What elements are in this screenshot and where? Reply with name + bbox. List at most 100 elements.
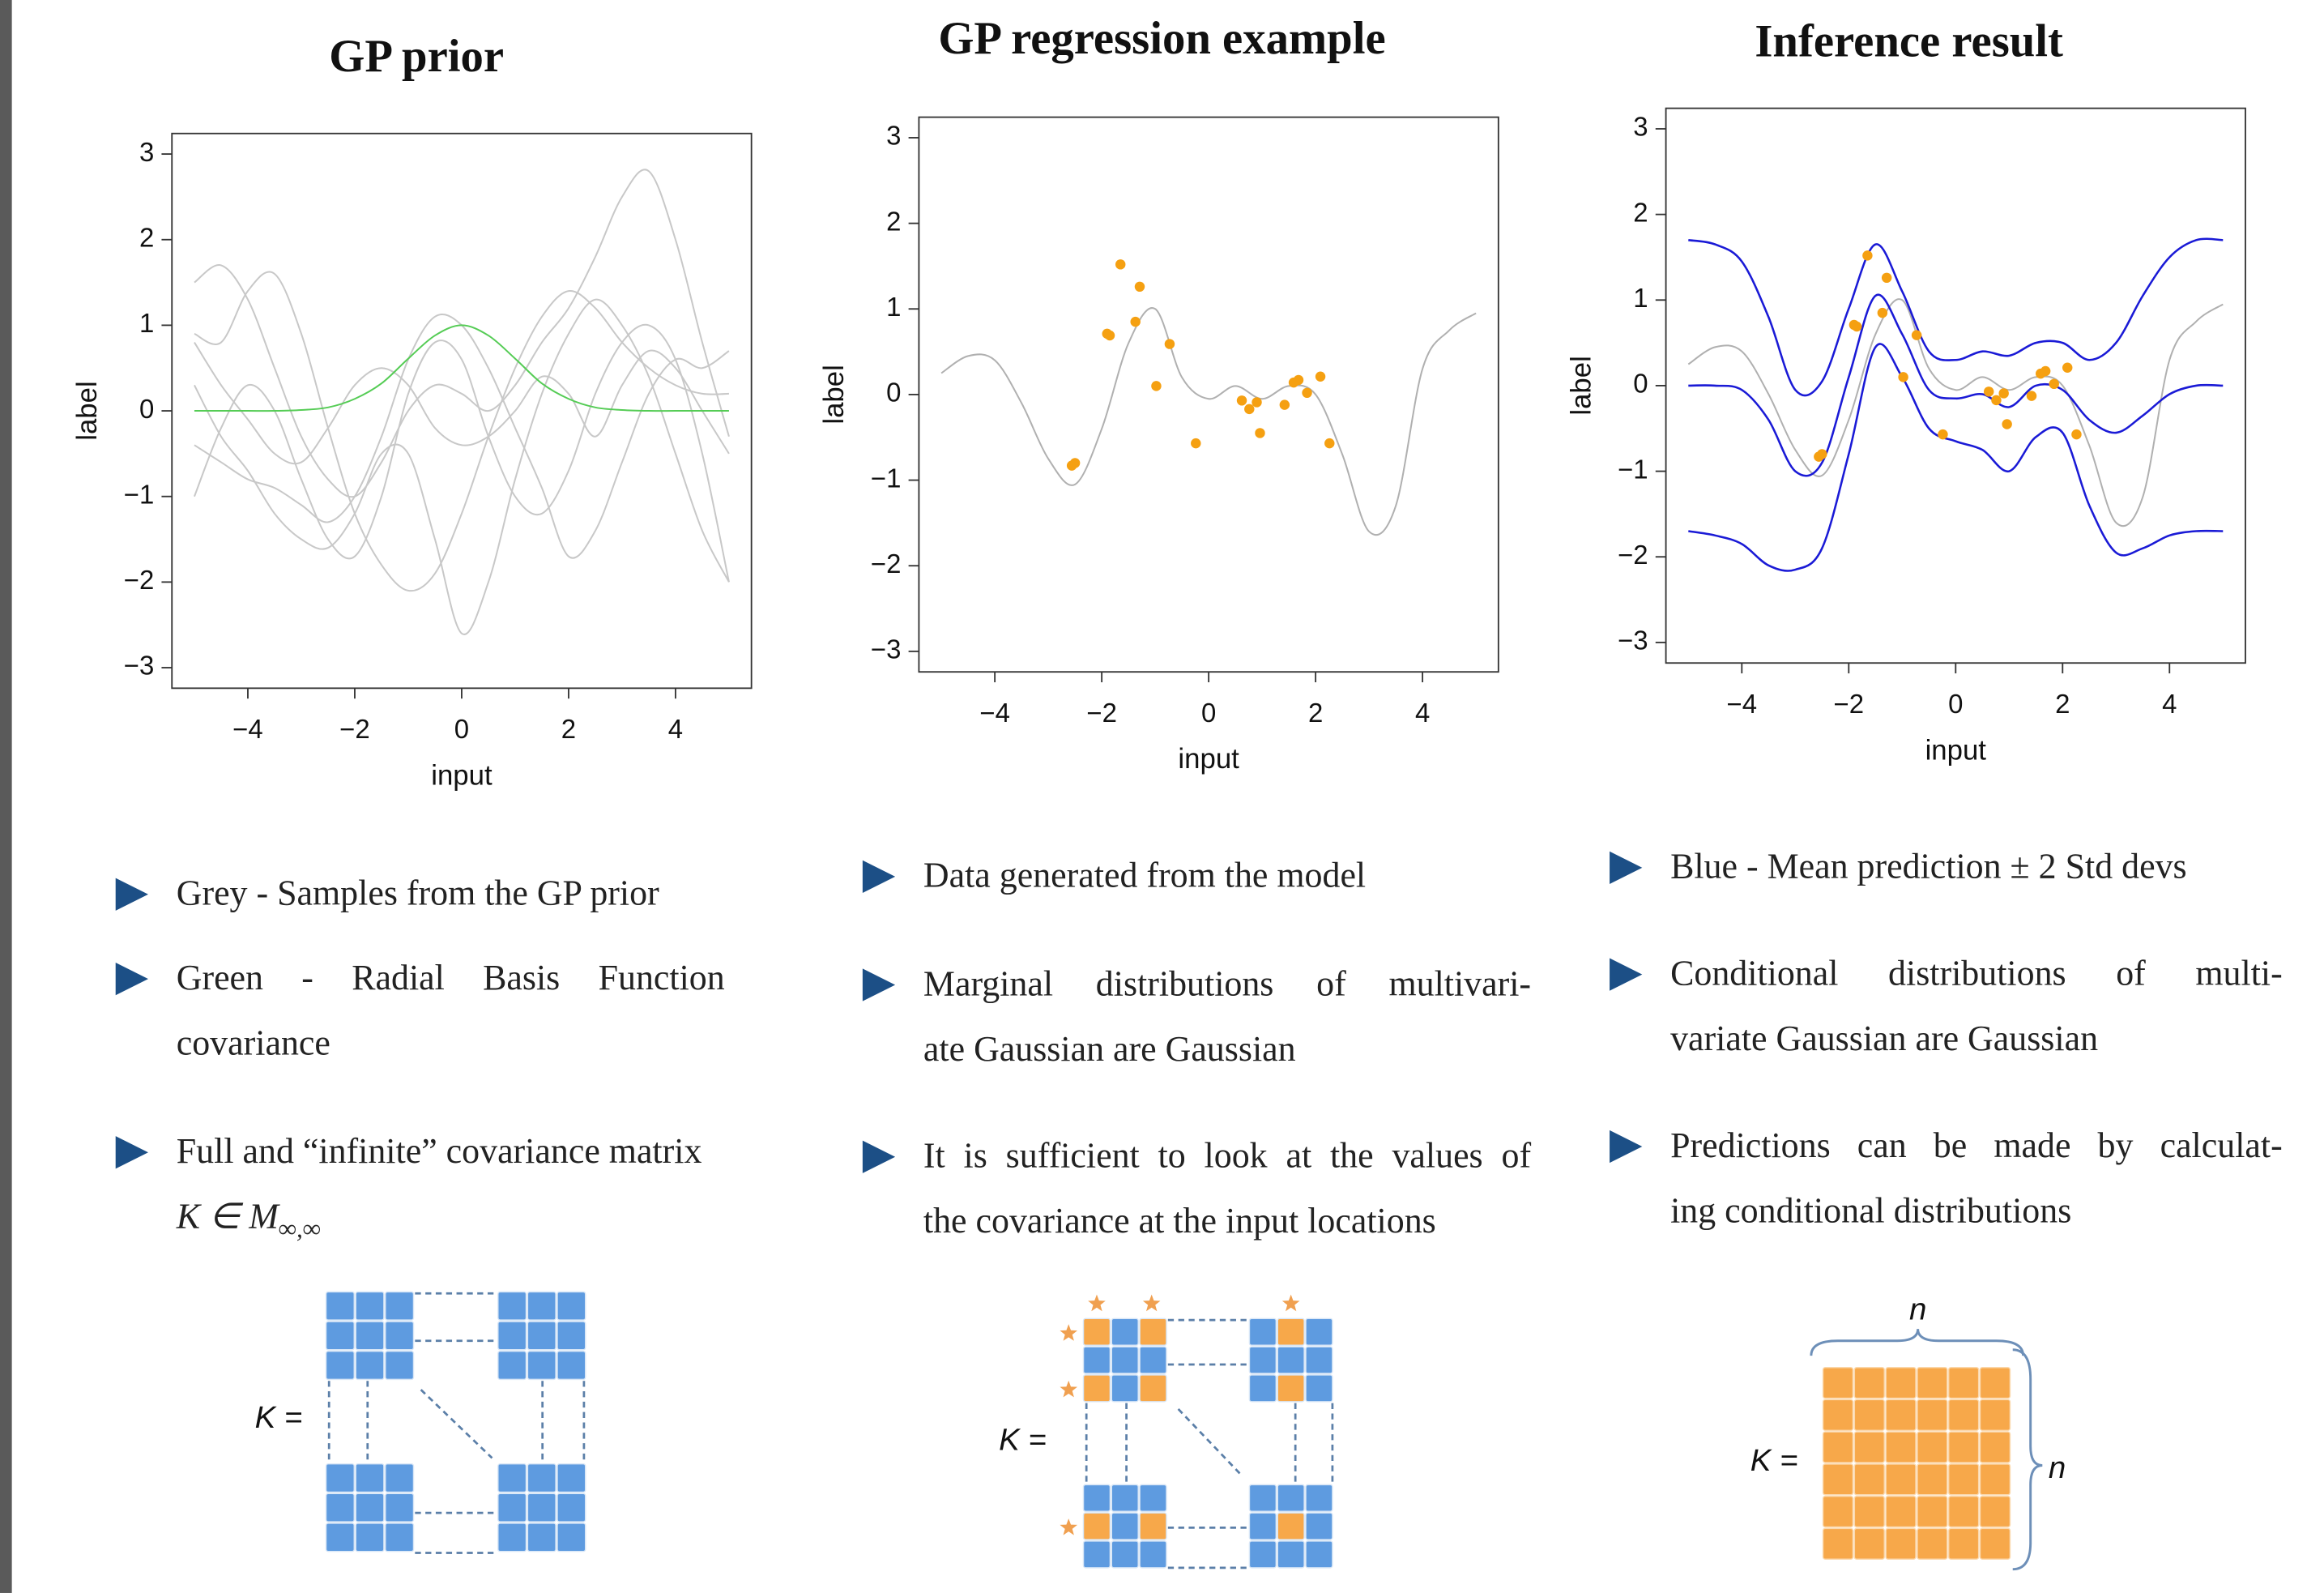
matrix-cell: [1885, 1495, 1917, 1528]
matrix-cell: [1111, 1512, 1139, 1540]
matrix-cell: [1248, 1318, 1277, 1346]
data-point: [1069, 458, 1081, 468]
matrix-cell: [1082, 1318, 1111, 1346]
matrix-cell: [1917, 1366, 1948, 1399]
data-point: [2049, 378, 2059, 390]
data-point: [1244, 404, 1255, 415]
data-point: [1134, 281, 1145, 293]
matrix-cell: [527, 1523, 556, 1552]
x-tick-label: 4: [668, 714, 683, 744]
series-line: [194, 324, 729, 412]
matrix-cell: [1822, 1431, 1854, 1463]
bullet-text: Predictions can be made by calculat-: [1670, 1127, 2283, 1166]
matrix-cell: [1917, 1399, 1948, 1432]
matrix-cell: [556, 1321, 586, 1351]
y-tick-label: −2: [1618, 540, 1648, 570]
matrix-cell: [1248, 1346, 1277, 1374]
y-axis-label: label: [819, 365, 850, 424]
matrix-cell: [1853, 1527, 1886, 1560]
matrix-cell: [1277, 1318, 1305, 1346]
star-marker: [1060, 1380, 1078, 1398]
matrix-cell: [1917, 1527, 1948, 1560]
series-line: [194, 341, 730, 465]
matrix-cell: [1853, 1399, 1886, 1432]
matrix-cell: [527, 1463, 556, 1493]
matrix-cell: [1111, 1374, 1139, 1403]
matrix-cell: [1248, 1512, 1277, 1540]
y-tick-label: −1: [124, 479, 155, 509]
matrix-cell: [1082, 1512, 1111, 1540]
matrix-cell: [1979, 1495, 2011, 1528]
data-point: [1293, 374, 1304, 386]
matrix-cell: [1979, 1366, 2011, 1399]
y-tick-label: 3: [1633, 112, 1648, 142]
series-line: [194, 323, 730, 583]
x-axis-label: input: [1925, 735, 1987, 766]
y-tick-label: −3: [871, 634, 902, 664]
brace-top: [1810, 1328, 2025, 1356]
data-point: [1151, 381, 1162, 391]
matrix-cell: [497, 1493, 527, 1523]
matrix-cell: [355, 1523, 385, 1552]
matrix-cell: [1853, 1495, 1886, 1528]
x-axis-label: input: [1178, 744, 1239, 775]
bullet-text: Full and “infinite” covariance matrix: [176, 1133, 702, 1172]
matrix-cell: [1111, 1318, 1139, 1346]
y-tick-label: −1: [1618, 454, 1648, 484]
dashed-link: [1177, 1408, 1243, 1477]
data-point: [2002, 419, 2012, 429]
bullet-text: Grey - Samples from the GP prior: [176, 874, 659, 914]
plot-frame: [918, 116, 1499, 673]
matrix-cell: [325, 1493, 356, 1523]
matrix-cell: [1139, 1374, 1167, 1403]
matrix-cell: [1277, 1374, 1305, 1403]
x-tick-label: −4: [979, 698, 1010, 728]
data-point: [1130, 316, 1141, 327]
matrix-cell: [1082, 1540, 1111, 1569]
matrix-cell: [1947, 1366, 1980, 1399]
y-tick-label: 0: [886, 378, 901, 408]
star-marker: [1088, 1294, 1106, 1312]
data-point: [1164, 339, 1175, 349]
chart-title: GP regression example: [938, 13, 1385, 64]
matrix-cell: [325, 1291, 356, 1321]
data-point: [1191, 438, 1201, 449]
data-point: [1279, 399, 1290, 410]
matrix-cell: [355, 1291, 385, 1321]
matrix-cell: [1917, 1431, 1948, 1463]
matrix-cell: [1248, 1484, 1277, 1513]
matrix-cell: [1979, 1527, 2011, 1560]
bullet-text: Blue - Mean prediction ± 2 Std devs: [1670, 848, 2187, 887]
matrix-cell: [1139, 1318, 1167, 1346]
matrix-cell: [556, 1350, 586, 1381]
data-point: [1881, 272, 1892, 284]
data-point: [1104, 330, 1115, 341]
matrix-cell: [1111, 1484, 1139, 1513]
matrix-cell: [1248, 1540, 1277, 1569]
star-marker: [1060, 1324, 1078, 1341]
data-point: [1252, 397, 1262, 408]
matrix-cell: [355, 1493, 385, 1523]
matrix-cell: [325, 1350, 356, 1381]
star-marker: [1142, 1294, 1161, 1312]
matrix-cell: [497, 1523, 527, 1552]
series-line: [1687, 298, 2224, 527]
bullet-text: covariance: [176, 1024, 330, 1064]
y-tick-label: −1: [871, 463, 902, 493]
matrix-cell: [1885, 1527, 1917, 1560]
x-tick-label: 2: [2055, 689, 2070, 719]
matrix-cell: [1139, 1512, 1167, 1540]
y-tick-label: −2: [871, 549, 902, 579]
data-point: [1324, 438, 1335, 449]
bullet-marker: [862, 860, 896, 893]
y-tick-label: 2: [139, 222, 154, 252]
matrix-cell: [556, 1493, 586, 1523]
diagram-label: n: [1909, 1292, 1926, 1326]
matrix-cell: [1277, 1540, 1305, 1569]
matrix-cell: [1885, 1431, 1917, 1463]
data-point: [1898, 372, 1908, 382]
matrix-cell: [497, 1291, 527, 1321]
data-point: [1877, 307, 1888, 318]
data-point: [1991, 395, 2002, 406]
